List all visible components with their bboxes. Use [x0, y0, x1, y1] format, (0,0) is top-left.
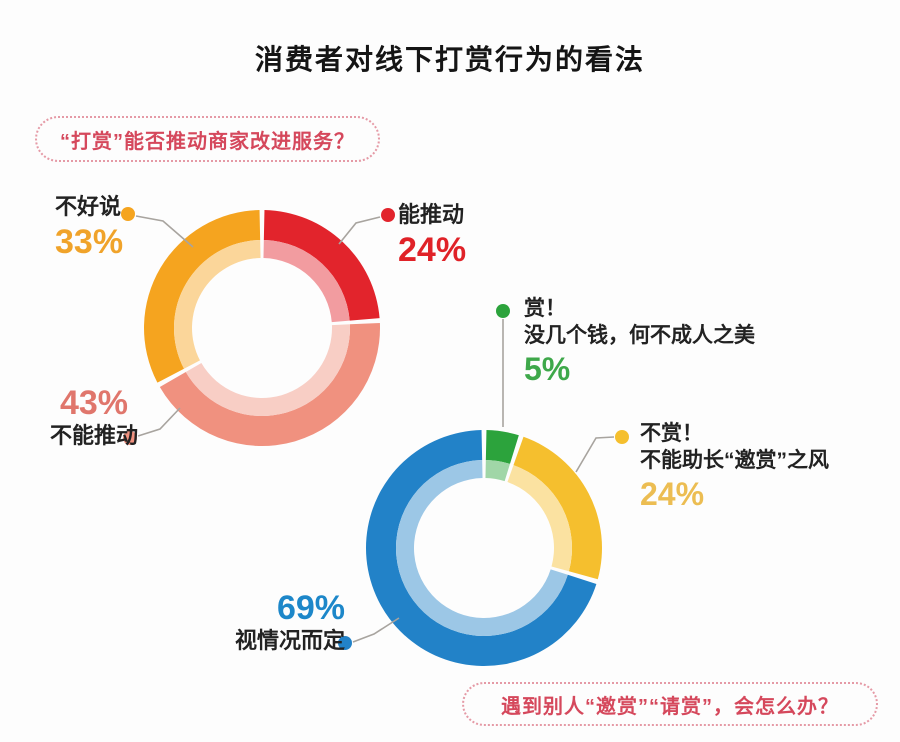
- callout-cannot-promote-pct: 43%: [59, 384, 129, 422]
- callout-tip-pct: 5%: [524, 350, 571, 387]
- donut1-segment-cannot-promote: [159, 323, 381, 447]
- donut2-segment-no-tip-inner-band: [507, 465, 573, 572]
- donut-chart-service-improvement: [144, 210, 381, 447]
- donut1-segment-cannot-promote-inner-band: [185, 324, 350, 416]
- question-box-1: “打赏”能否推动商家改进服务？: [35, 116, 380, 162]
- callout-no-tip-pct: 24%: [640, 475, 705, 512]
- callout-can-promote: 能推动 24%: [398, 201, 466, 269]
- connector-dot-no-tip: [615, 430, 629, 444]
- callout-cannot-promote: 43% 不能推动: [30, 384, 158, 451]
- callout-tip-label: 赏！: [524, 297, 566, 320]
- donut1-segment-hard-to-say-inner-band: [173, 240, 261, 369]
- donut2-segment-tip: [485, 430, 519, 464]
- connector-dot-can-promote: [381, 208, 395, 222]
- donut2-segment-no-tip: [513, 436, 603, 580]
- callout-no-tip-label: 不赏！: [640, 422, 703, 445]
- callout-hard-to-say: 不好说 33%: [55, 193, 123, 261]
- callout-can-promote-label: 能推动: [398, 202, 465, 227]
- callout-cannot-promote-label: 不能推动: [49, 423, 138, 449]
- donut1-segment-hard-to-say: [144, 210, 261, 383]
- callout-can-promote-pct: 24%: [398, 230, 467, 269]
- callout-no-tip-subtitle: 不能助长“邀赏”之风: [640, 449, 829, 473]
- donut1-segment-can-promote: [263, 210, 380, 321]
- callout-no-tip: 不赏！ 不能助长“邀赏”之风 24%: [640, 420, 829, 512]
- question-box-1-text: “打赏”能否推动商家改进服务？: [60, 130, 355, 153]
- callout-depends: 69% 视情况而定: [205, 589, 345, 656]
- question-box-2-text: 遇到别人“邀赏”“请赏”，会怎么办？: [501, 695, 839, 718]
- page-title: 消费者对线下打赏行为的看法: [254, 44, 645, 75]
- callout-depends-label: 视情况而定: [234, 628, 345, 654]
- donut2-segment-tip-inner-band: [485, 460, 510, 482]
- callout-tip: 赏！ 没几个钱，何不成人之美 5%: [524, 295, 755, 387]
- connector-dot-hard-to-say: [121, 207, 135, 221]
- donut-chart-tip-reaction: [365, 430, 603, 667]
- callout-hard-to-say-label: 不好说: [55, 194, 122, 219]
- callout-hard-to-say-pct: 33%: [55, 222, 124, 261]
- callout-depends-pct: 69%: [276, 589, 345, 627]
- question-box-2: 遇到别人“邀赏”“请赏”，会怎么办？: [462, 682, 878, 726]
- connector-dot-tip: [496, 304, 510, 318]
- callout-tip-subtitle: 没几个钱，何不成人之美: [524, 324, 755, 348]
- donut1-segment-can-promote-inner-band: [263, 240, 350, 323]
